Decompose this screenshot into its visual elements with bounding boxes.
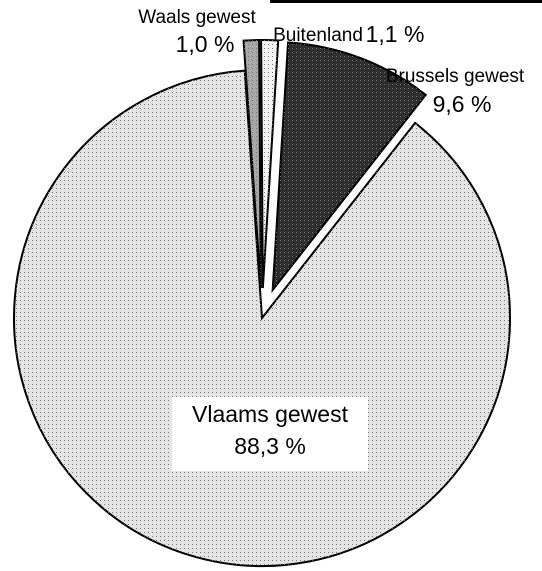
top-rule bbox=[270, 0, 542, 3]
slice-label: Waals gewest bbox=[138, 7, 256, 28]
slice-label: Buitenland bbox=[273, 25, 363, 46]
slice-label: Brussels gewest bbox=[386, 66, 525, 87]
label-background bbox=[172, 397, 368, 471]
slice-value-label: 1,1 % bbox=[366, 21, 425, 47]
slice-value-label: 1,0 % bbox=[176, 31, 235, 57]
slice-label: Vlaams gewest bbox=[192, 401, 349, 427]
slice-value-label: 9,6 % bbox=[433, 91, 492, 117]
slice-value-label: 88,3 % bbox=[234, 433, 306, 459]
